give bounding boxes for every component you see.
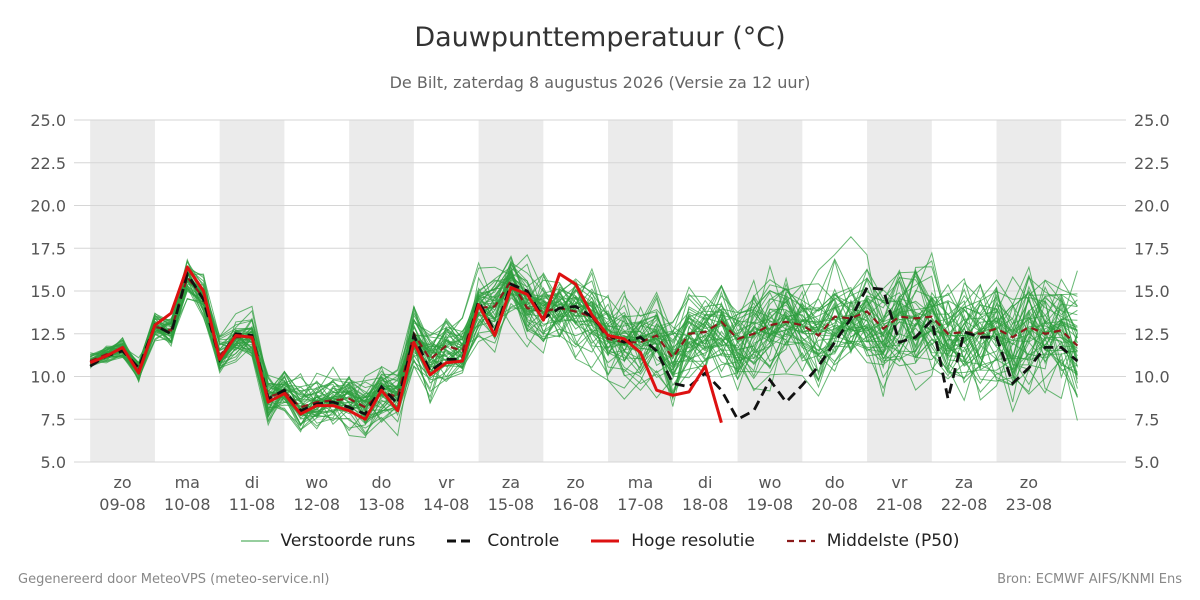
- y-tick-label-left: 12.5: [30, 325, 66, 344]
- footer-source: Bron: ECMWF AIFS/KNMI Ens: [997, 572, 1182, 587]
- y-tick-label-left: 7.5: [41, 410, 66, 429]
- x-tick-date: 19-08: [747, 495, 794, 514]
- y-tick-label-right: 5.0: [1134, 453, 1159, 472]
- x-tick-day: di: [698, 473, 713, 492]
- x-tick-date: 15-08: [488, 495, 535, 514]
- chart-title: Dauwpunttemperatuur (°C): [414, 22, 786, 53]
- x-tick-day: za: [502, 473, 520, 492]
- y-tick-label-right: 10.0: [1134, 368, 1170, 387]
- legend-label-high-res: Hoge resolutie: [631, 531, 755, 551]
- high-res-line-group: [89, 265, 723, 424]
- y-tick-label-left: 17.5: [30, 239, 66, 258]
- legend-label-median: Middelste (P50): [826, 531, 960, 551]
- y-tick-label-right: 20.0: [1134, 197, 1170, 216]
- x-tick-date: 17-08: [617, 495, 664, 514]
- x-tick-day: vr: [891, 473, 907, 492]
- x-tick-date: 13-08: [358, 495, 405, 514]
- legend-label-control: Controle: [487, 531, 560, 551]
- y-tick-label-left: 10.0: [30, 368, 66, 387]
- y-tick-label-right: 7.5: [1134, 410, 1159, 429]
- x-tick-date: 12-08: [294, 495, 341, 514]
- x-tick-day: zo: [1020, 473, 1038, 492]
- y-tick-label-right: 25.0: [1134, 111, 1170, 130]
- x-tick-day: zo: [567, 473, 585, 492]
- legend-label-ensemble: Verstoorde runs: [280, 531, 416, 551]
- x-tick-day: wo: [305, 473, 328, 492]
- legend-swatch-control: [447, 539, 476, 543]
- ensemble-member-line: [89, 272, 1078, 423]
- x-tick-date: 10-08: [164, 495, 211, 514]
- x-tick-day: do: [372, 473, 392, 492]
- x-tick-date: 14-08: [423, 495, 470, 514]
- axis-labels: 5.0 5.0 7.5 7.5 10.0 10.0 12.5 12.5 15.0 15.0 17.5…: [30, 111, 1169, 514]
- footer-generator: Gegenereerd door MeteoVPS (meteo-service…: [18, 572, 330, 587]
- y-tick-label-left: 25.0: [30, 111, 66, 130]
- legend-item-median[interactable]: Middelste (P50): [786, 531, 960, 551]
- x-tick-date: 09-08: [99, 495, 146, 514]
- y-tick-label-left: 20.0: [30, 197, 66, 216]
- x-tick-date: 11-08: [229, 495, 276, 514]
- y-tick-label-right: 17.5: [1134, 239, 1170, 258]
- ensemble-member-line: [90, 261, 1078, 429]
- x-tick-day: do: [825, 473, 845, 492]
- y-tick-label-left: 15.0: [30, 282, 66, 301]
- legend-item-control[interactable]: Controle: [447, 531, 559, 551]
- legend-swatch-median: [786, 539, 815, 543]
- x-tick-date: 21-08: [876, 495, 923, 514]
- x-tick-day: ma: [628, 473, 653, 492]
- high-res-line: [89, 265, 723, 424]
- x-tick-day: vr: [438, 473, 454, 492]
- y-tick-label-right: 22.5: [1134, 154, 1170, 173]
- y-tick-label-right: 12.5: [1134, 325, 1170, 344]
- x-tick-date: 20-08: [811, 495, 858, 514]
- ensemble-member-line: [90, 255, 1078, 404]
- legend-swatch-high-res: [591, 539, 620, 543]
- x-tick-date: 22-08: [941, 495, 988, 514]
- ensemble-member-line: [90, 264, 1078, 424]
- x-tick-day: di: [245, 473, 260, 492]
- legend-item-high-res[interactable]: Hoge resolutie: [591, 531, 755, 551]
- x-tick-date: 23-08: [1006, 495, 1053, 514]
- legend-swatch-ensemble: [240, 540, 269, 542]
- y-tick-label-left: 22.5: [30, 154, 66, 173]
- ensemble-member-line: [90, 265, 1078, 424]
- y-tick-label-right: 15.0: [1134, 282, 1170, 301]
- x-tick-day: ma: [175, 473, 200, 492]
- y-tick-label-left: 5.0: [41, 453, 66, 472]
- x-tick-day: wo: [759, 473, 782, 492]
- x-tick-day: zo: [113, 473, 131, 492]
- chart-subtitle: De Bilt, zaterdag 8 augustus 2026 (Versi…: [389, 73, 811, 92]
- legend: Verstoorde runs Controle Hoge resolutie …: [0, 531, 1200, 551]
- x-tick-day: za: [955, 473, 973, 492]
- x-tick-date: 18-08: [682, 495, 729, 514]
- ensemble-member-line: [89, 275, 1078, 427]
- ensemble-member-line: [89, 268, 1078, 426]
- x-tick-date: 16-08: [552, 495, 599, 514]
- legend-item-ensemble[interactable]: Verstoorde runs: [240, 531, 416, 551]
